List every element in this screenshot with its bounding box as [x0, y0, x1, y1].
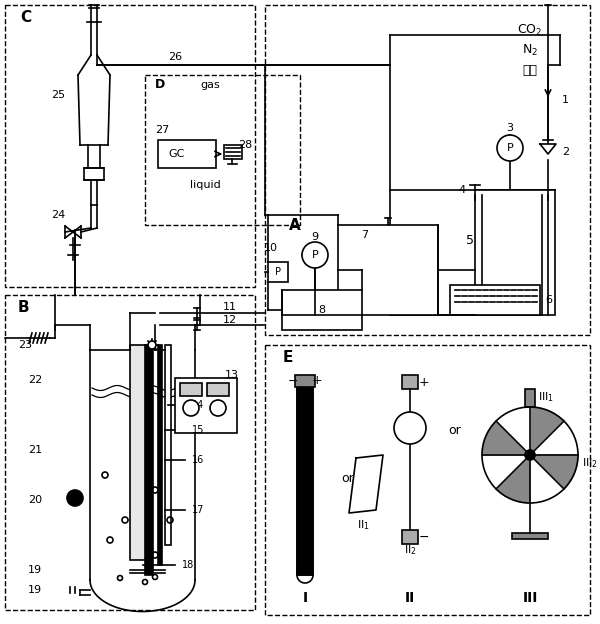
Text: 19: 19 [28, 585, 42, 595]
Text: III: III [523, 591, 538, 605]
Text: gas: gas [200, 80, 220, 90]
Text: 22: 22 [28, 375, 42, 385]
Text: 28: 28 [238, 140, 252, 150]
Bar [265, 345, 590, 615]
Text: P: P [506, 143, 514, 153]
Text: 9: 9 [311, 232, 319, 242]
Circle shape [183, 400, 199, 416]
Text: 10: 10 [264, 243, 278, 253]
Bar [268, 262, 288, 282]
Text: +: + [311, 374, 322, 388]
Polygon shape [530, 455, 578, 489]
Polygon shape [496, 407, 530, 455]
Circle shape [148, 341, 156, 349]
Text: 27: 27 [155, 125, 169, 135]
Bar [145, 345, 153, 575]
Bar [5, 5, 255, 287]
Text: 26: 26 [168, 52, 182, 62]
Bar [295, 375, 315, 387]
Circle shape [210, 400, 226, 416]
Bar [512, 533, 548, 539]
Text: P: P [311, 250, 319, 260]
Text: −: − [419, 530, 429, 544]
Text: GC: GC [168, 149, 184, 159]
Text: 13: 13 [225, 370, 239, 380]
Bar [338, 225, 438, 315]
Text: I: I [302, 591, 308, 605]
Polygon shape [496, 455, 530, 503]
Polygon shape [530, 455, 564, 503]
Bar [130, 345, 152, 560]
Bar [175, 378, 237, 433]
Text: 23: 23 [18, 340, 32, 350]
Text: 7: 7 [361, 230, 368, 240]
Text: A: A [289, 218, 301, 233]
Text: E: E [283, 351, 293, 366]
Circle shape [302, 242, 328, 268]
Bar [207, 383, 229, 396]
Text: III$_2$: III$_2$ [582, 456, 598, 470]
Text: 3: 3 [506, 123, 514, 133]
Circle shape [67, 490, 83, 506]
Bar [84, 168, 104, 180]
Text: 1: 1 [562, 95, 569, 105]
Circle shape [394, 412, 426, 444]
Text: II: II [405, 591, 415, 605]
Text: +: + [419, 376, 430, 389]
Text: 11: 11 [223, 302, 237, 312]
Polygon shape [530, 407, 564, 455]
Text: −: − [288, 374, 298, 388]
Text: 8: 8 [319, 305, 326, 315]
Polygon shape [482, 455, 530, 489]
Text: 18: 18 [182, 560, 194, 570]
Text: 4: 4 [458, 185, 466, 195]
Circle shape [525, 450, 535, 460]
Text: III$_1$: III$_1$ [538, 390, 554, 404]
Text: 19: 19 [28, 565, 42, 575]
Text: 24: 24 [51, 210, 65, 220]
Text: 20: 20 [28, 495, 42, 505]
Text: 15: 15 [192, 425, 205, 435]
Text: 25: 25 [51, 90, 65, 100]
Text: 21: 21 [28, 445, 42, 455]
Text: 2: 2 [562, 147, 569, 157]
Text: CO$_2$: CO$_2$ [517, 22, 542, 37]
Bar [297, 385, 313, 575]
Bar [402, 530, 418, 544]
Bar [402, 375, 418, 389]
Bar [265, 5, 590, 335]
Bar [224, 145, 242, 159]
Bar [297, 385, 313, 575]
Text: C: C [20, 11, 31, 26]
Bar [5, 295, 255, 610]
Polygon shape [482, 421, 530, 455]
Text: D: D [155, 79, 165, 92]
Text: 17: 17 [192, 505, 205, 515]
Bar [282, 290, 362, 330]
Bar [450, 285, 540, 315]
Circle shape [497, 135, 523, 161]
Text: 5: 5 [466, 233, 474, 246]
Bar [145, 75, 300, 225]
Text: B: B [18, 301, 29, 316]
Bar [165, 345, 171, 545]
Text: 6: 6 [545, 295, 552, 305]
Text: II$_1$: II$_1$ [356, 518, 370, 532]
Text: II$_2$: II$_2$ [404, 543, 416, 557]
Text: 12: 12 [223, 315, 237, 325]
Text: liquid: liquid [190, 180, 221, 190]
Text: or: or [449, 424, 461, 437]
Polygon shape [530, 421, 578, 455]
Text: N$_2$: N$_2$ [522, 42, 538, 57]
Bar [158, 140, 216, 168]
Bar [390, 190, 555, 315]
Bar [525, 389, 535, 407]
Text: 空气: 空气 [523, 64, 538, 77]
Bar [158, 345, 162, 565]
Text: 16: 16 [192, 455, 204, 465]
Text: 14: 14 [192, 400, 204, 410]
Bar [180, 383, 202, 396]
Text: P: P [275, 267, 281, 277]
Text: or: or [341, 472, 355, 484]
